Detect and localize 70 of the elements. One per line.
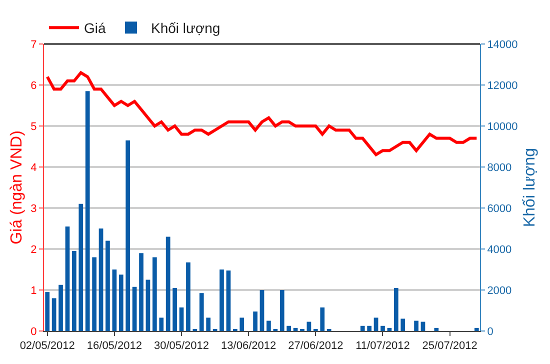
bar [166, 236, 170, 331]
legend-label: Giá [84, 20, 106, 36]
bar [220, 270, 224, 331]
bar [65, 226, 70, 331]
x-tick-label: 11/07/2012 [356, 340, 410, 352]
y2-tick-label: 0 [487, 326, 494, 338]
bar [58, 284, 63, 331]
bar [199, 293, 204, 331]
bar [106, 240, 110, 331]
bar [92, 257, 96, 331]
y2-tick-label: 2000 [487, 284, 512, 297]
legend-label: Khối lượng [151, 20, 220, 36]
bar [98, 228, 104, 331]
bar [400, 318, 406, 331]
bar [320, 307, 325, 331]
bar [112, 270, 117, 331]
bar [146, 280, 150, 331]
bar [132, 286, 137, 331]
bar [226, 270, 231, 331]
y-tick-label: 2 [30, 244, 37, 256]
x-tick-label: 30/05/2012 [154, 340, 210, 352]
bar [118, 274, 124, 331]
y-tick-label: 4 [30, 162, 37, 174]
y2-tick-label: 6000 [487, 202, 512, 215]
bar [266, 320, 271, 331]
y2-tick-label: 4000 [487, 244, 512, 256]
bar [159, 318, 164, 331]
bar [240, 318, 244, 331]
bar [367, 326, 372, 331]
x-tick-label: 27/06/2012 [288, 340, 344, 352]
bar [360, 326, 365, 331]
y-axis-title: Giá (ngàn VND) [8, 130, 26, 244]
bar [45, 292, 50, 331]
bar [206, 318, 211, 331]
bar [280, 290, 284, 331]
bar [72, 251, 76, 331]
bar [152, 257, 157, 331]
bar [414, 320, 418, 331]
y-tick-label: 7 [30, 38, 37, 51]
x-tick-label: 16/05/2012 [86, 340, 142, 352]
bar [179, 307, 184, 331]
bar [78, 204, 84, 331]
line-series [46, 71, 478, 156]
x-tick-label: 02/05/2012 [20, 340, 75, 352]
y2-axis-title: Khối lượng [521, 148, 538, 228]
bar [286, 326, 292, 331]
bar [474, 328, 479, 331]
y2-tick-label: 12000 [487, 80, 518, 92]
y2-tick-label: 8000 [487, 162, 512, 174]
bar [186, 262, 190, 331]
bar [374, 318, 378, 331]
y2-tick-label: 14000 [487, 38, 518, 51]
bar [380, 326, 385, 331]
bar [172, 288, 177, 331]
bar [434, 328, 439, 331]
bar [394, 288, 398, 331]
y-tick-label: 0 [30, 326, 37, 338]
y-tick-label: 6 [30, 80, 37, 92]
bar [85, 91, 90, 331]
y-tick-label: 1 [30, 284, 37, 297]
bar [253, 312, 258, 331]
bar [139, 253, 144, 331]
bar [126, 140, 130, 331]
y-tick-label: 5 [30, 120, 37, 133]
bar [260, 290, 264, 331]
x-tick-label: 25/07/2012 [422, 340, 478, 352]
bar [52, 298, 56, 331]
y2-tick-label: 10000 [487, 120, 518, 133]
y-tick-label: 3 [30, 202, 37, 215]
x-tick-label: 13/06/2012 [221, 340, 276, 352]
